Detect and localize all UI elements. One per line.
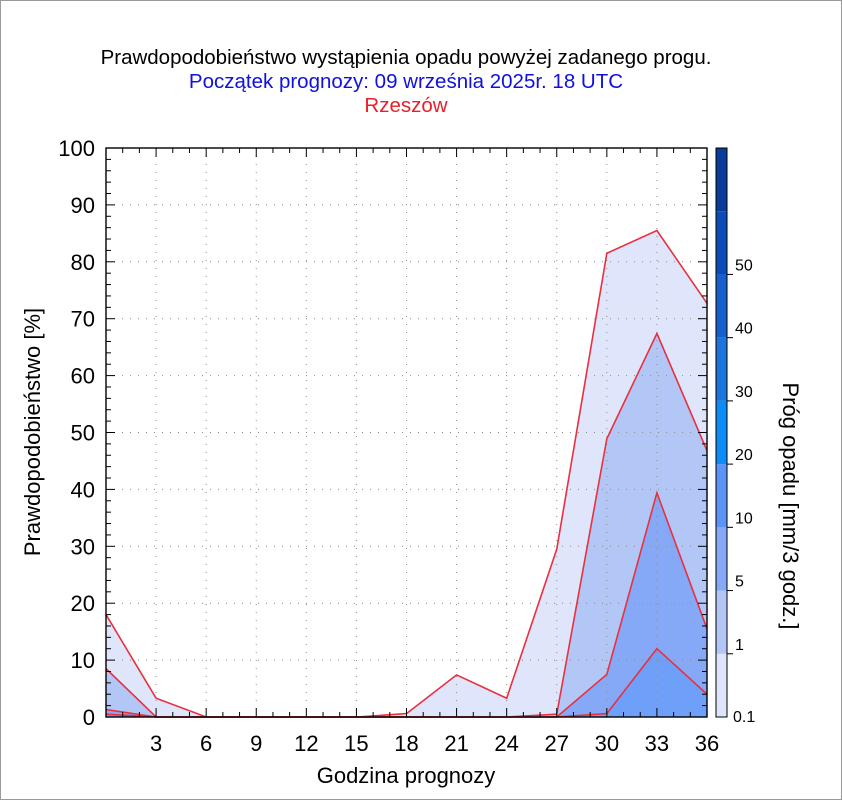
area-threshold-0-1 bbox=[106, 230, 707, 717]
y-tick-label: 100 bbox=[58, 136, 95, 161]
colorbar-segment bbox=[716, 148, 727, 212]
colorbar-segment bbox=[716, 527, 727, 591]
colorbar-label: 50 bbox=[735, 257, 753, 274]
x-tick-label: 27 bbox=[545, 731, 569, 756]
colorbar-label: 1 bbox=[735, 637, 744, 654]
chart-subtitle: Początek prognozy: 09 września 2025r. 18… bbox=[189, 70, 623, 93]
x-tick-label: 15 bbox=[344, 731, 368, 756]
y-tick-label: 40 bbox=[71, 477, 95, 502]
colorbar-label: 20 bbox=[735, 447, 753, 464]
colorbar-segment bbox=[716, 211, 727, 275]
colorbar-frame bbox=[715, 147, 728, 718]
colorbar-segment bbox=[716, 400, 727, 465]
colorbar-label: 40 bbox=[735, 321, 753, 338]
x-tick-label: 6 bbox=[200, 731, 212, 756]
colorbar-segment bbox=[716, 590, 727, 654]
area-layers bbox=[106, 148, 707, 717]
chart-location: Rzeszów bbox=[364, 94, 447, 117]
x-tick-label: 21 bbox=[444, 731, 468, 756]
x-tick-label: 3 bbox=[150, 731, 162, 756]
area-threshold-10 bbox=[106, 648, 707, 717]
y-tick-label: 60 bbox=[71, 364, 95, 389]
y-tick-label: 50 bbox=[71, 421, 95, 446]
y-tick-label: 30 bbox=[71, 534, 95, 559]
x-tick-label: 33 bbox=[645, 731, 669, 756]
y-axis-title: Prawdopodobieństwo [%] bbox=[20, 308, 45, 556]
x-tick-label: 36 bbox=[695, 731, 719, 756]
colorbar-segment bbox=[716, 464, 727, 528]
y-tick-label: 90 bbox=[71, 193, 95, 218]
colorbar-segment bbox=[716, 653, 727, 717]
x-tick-label: 30 bbox=[595, 731, 619, 756]
colorbar: 0.1 1 5 10 20 30 40 50 bbox=[715, 147, 755, 726]
x-tick-label: 24 bbox=[494, 731, 518, 756]
chart-title: Prawdopodobieństwo wystąpienia opadu pow… bbox=[101, 46, 712, 69]
x-tick-label: 18 bbox=[394, 731, 418, 756]
colorbar-label: 5 bbox=[735, 574, 744, 591]
y-tick-label: 0 bbox=[83, 705, 95, 730]
colorbar-segment bbox=[716, 337, 727, 401]
colorbar-title: Próg opadu [mm/3 godz.] bbox=[778, 382, 803, 629]
x-axis-title: Godzina prognozy bbox=[317, 763, 496, 788]
y-tick-label: 80 bbox=[71, 250, 95, 275]
colorbar-label: 10 bbox=[735, 510, 753, 527]
y-tick-label: 70 bbox=[71, 307, 95, 332]
x-tick-label: 12 bbox=[294, 731, 318, 756]
colorbar-label: 30 bbox=[735, 384, 753, 401]
y-tick-label: 20 bbox=[71, 591, 95, 616]
colorbar-label: 0.1 bbox=[733, 709, 755, 726]
colorbar-segment bbox=[716, 274, 727, 338]
axes bbox=[105, 147, 708, 718]
y-tick-label: 10 bbox=[71, 648, 95, 673]
x-tick-label: 9 bbox=[250, 731, 262, 756]
